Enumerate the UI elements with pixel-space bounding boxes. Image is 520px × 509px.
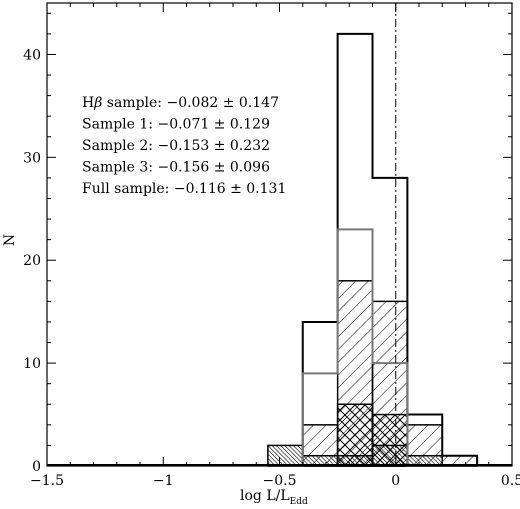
annotation-text: Sample 2: −0.153 ± 0.232 (82, 138, 270, 154)
x-axis-label: log L/LEdd (240, 488, 308, 507)
x-tick-label: −0.5 (263, 473, 297, 489)
annotation-text: Sample 3: −0.156 ± 0.096 (82, 160, 270, 176)
histogram-outline-black-line (267, 32, 479, 467)
bar-hatch-dense-3 (371, 444, 409, 467)
x-axis-label-subscript: Edd (290, 497, 308, 507)
x-tick-label: −1.5 (30, 473, 64, 489)
plot-frame (46, 2, 513, 467)
histogram-bars (267, 280, 478, 467)
y-tick-label: 0 (32, 459, 41, 475)
axis-ticks: −1.5 −1 −0.5 0 0.5 0 10 20 30 40 (23, 3, 520, 489)
annotation-line: Sample 2: −0.153 ± 0.232 (82, 138, 270, 154)
x-tick-label: 0 (391, 473, 400, 489)
x-tick-label: 0.5 (501, 473, 520, 489)
annotation-line: Sample 3: −0.156 ± 0.096 (82, 160, 270, 176)
annotation-line: Hβ sample: −0.082 ± 0.147 (82, 95, 279, 111)
annotation-text: sample: −0.082 ± 0.147 (102, 95, 279, 111)
x-tick-label: −1 (153, 473, 174, 489)
y-tick-label: 30 (23, 150, 41, 166)
y-tick-label: 40 (23, 47, 41, 63)
annotation-symbol: β (93, 95, 102, 111)
annotation-prefix: H (82, 95, 94, 111)
y-tick-label: 10 (23, 356, 41, 372)
annotation-text: Sample 1: −0.071 ± 0.129 (82, 117, 270, 133)
bar-hatch-dense-0 (267, 444, 304, 467)
annotation-line: Sample 1: −0.071 ± 0.129 (82, 117, 270, 133)
annotation-line: Full sample: −0.116 ± 0.131 (82, 181, 286, 197)
y-axis-label: N (2, 234, 18, 246)
annotation-block: Hβ sample: −0.082 ± 0.147 Sample 1: −0.07… (82, 95, 286, 197)
annotation-text: Full sample: −0.116 ± 0.131 (82, 181, 286, 197)
y-tick-label: 20 (23, 253, 41, 269)
x-axis-label-main: log L/L (240, 488, 290, 504)
